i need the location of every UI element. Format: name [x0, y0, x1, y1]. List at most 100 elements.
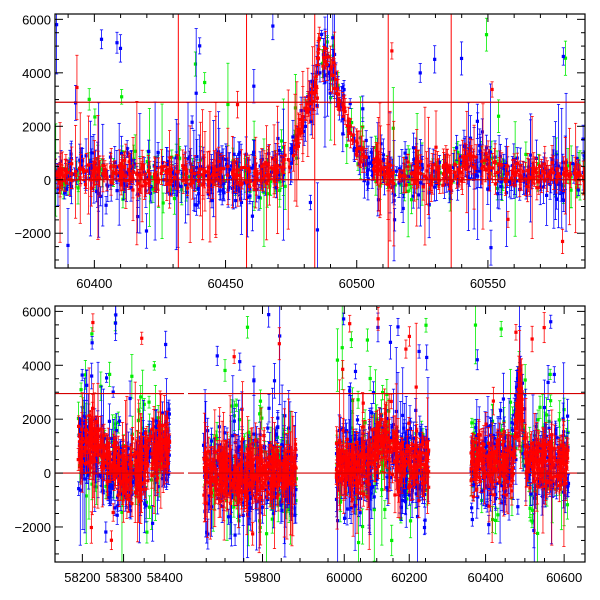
- bottom-point: [355, 415, 360, 425]
- top-point: [81, 166, 86, 178]
- top-point: [384, 162, 388, 186]
- top-point: [523, 161, 527, 197]
- top-point: [234, 192, 238, 209]
- top-point: [433, 149, 437, 180]
- top-point: [216, 152, 220, 187]
- top-point: [230, 135, 235, 209]
- top-point: [348, 98, 352, 109]
- top-point: [504, 164, 508, 194]
- bottom-panel: −2000 0 2000 4000 6000 58200 58300 58400 59800 6…: [14, 304, 586, 585]
- top-point: [455, 134, 459, 161]
- top-point: [406, 153, 410, 171]
- top-point: [111, 161, 116, 185]
- bottom-point: [475, 349, 479, 371]
- top-point: [390, 42, 394, 60]
- top-point: [58, 166, 62, 185]
- top-point: [478, 133, 482, 169]
- top-point: [361, 95, 365, 123]
- top-point: [419, 154, 423, 169]
- bottom-xtick-label: 60600: [546, 570, 582, 585]
- top-point: [325, 48, 329, 81]
- bottom-point: [408, 503, 413, 539]
- bottom-point: [277, 327, 281, 361]
- bottom-point: [546, 365, 550, 400]
- bottom-point: [267, 394, 271, 423]
- top-point: [141, 156, 145, 175]
- top-point: [558, 162, 562, 191]
- top-ytick-label: −2000: [14, 226, 51, 241]
- top-point: [146, 155, 150, 187]
- top-point: [409, 162, 413, 185]
- bottom-point: [549, 314, 553, 329]
- bottom-point: [565, 398, 570, 434]
- top-point: [411, 132, 416, 163]
- top-point: [250, 201, 255, 232]
- top-point: [379, 154, 383, 184]
- top-point: [190, 172, 195, 189]
- top-point: [376, 116, 380, 212]
- top-point: [93, 108, 97, 126]
- top-ytick-label: 0: [44, 173, 51, 188]
- top-point: [378, 102, 382, 219]
- bottom-ytick-label: 4000: [22, 358, 51, 373]
- top-point: [155, 170, 159, 193]
- top-point: [321, 50, 325, 82]
- bottom-point: [147, 495, 152, 519]
- top-xtick-label: 60400: [76, 276, 112, 291]
- bottom-point: [365, 328, 370, 352]
- bottom-point: [104, 521, 108, 543]
- bottom-point: [422, 520, 427, 536]
- top-xtick-label: 60450: [207, 276, 243, 291]
- top-point: [197, 175, 201, 187]
- top-point: [174, 119, 178, 251]
- top-point: [193, 197, 197, 212]
- bottom-point: [424, 317, 428, 333]
- top-point: [135, 162, 139, 186]
- bottom-point: [353, 363, 358, 380]
- top-point: [474, 144, 478, 170]
- top-point: [421, 173, 425, 201]
- top-point: [308, 194, 313, 211]
- top-point: [552, 155, 556, 191]
- top-point: [272, 164, 276, 198]
- top-point: [465, 162, 469, 176]
- top-point: [338, 89, 342, 112]
- top-point: [74, 124, 78, 219]
- bottom-point: [89, 511, 93, 544]
- bottom-point: [389, 393, 393, 410]
- top-point: [453, 165, 457, 179]
- top-point: [483, 155, 487, 183]
- bottom-point: [538, 395, 542, 419]
- top-point: [66, 208, 70, 268]
- top-point: [323, 16, 327, 148]
- top-x-axis: 60400 60450 60500 60550: [67, 14, 568, 291]
- top-point: [228, 170, 232, 184]
- top-point: [351, 126, 355, 144]
- top-point: [518, 164, 522, 198]
- top-point: [327, 51, 331, 63]
- top-point: [281, 108, 286, 241]
- bottom-point: [272, 422, 277, 549]
- top-point: [556, 104, 561, 229]
- bottom-point: [272, 362, 277, 399]
- top-point: [118, 161, 122, 175]
- top-point: [473, 163, 477, 174]
- top-point: [511, 165, 515, 175]
- bottom-point: [349, 331, 353, 348]
- top-ytick-label: 4000: [22, 66, 51, 81]
- top-point: [402, 163, 406, 179]
- top-ytick-label: 6000: [22, 12, 51, 27]
- top-point: [286, 89, 290, 230]
- bottom-point: [470, 512, 474, 527]
- top-point: [400, 149, 404, 213]
- top-point: [441, 148, 446, 186]
- top-point: [257, 184, 261, 211]
- bottom-point: [140, 331, 144, 345]
- bottom-point: [417, 344, 421, 359]
- bottom-point: [549, 394, 553, 407]
- top-point: [330, 57, 335, 94]
- top-point: [309, 86, 314, 121]
- top-point: [279, 129, 284, 153]
- top-point: [436, 158, 441, 190]
- top-point: [222, 155, 226, 183]
